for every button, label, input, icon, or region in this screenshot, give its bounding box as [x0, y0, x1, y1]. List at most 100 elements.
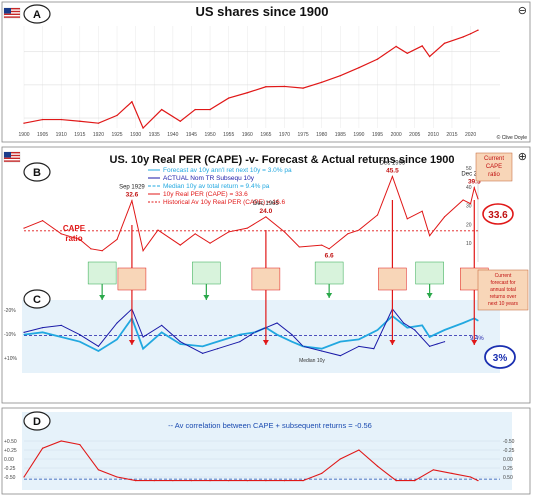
forecast-point — [254, 331, 256, 333]
correlation-point — [190, 480, 193, 482]
panel-a-x-tick: 2005 — [409, 132, 420, 138]
panel-a-point — [265, 86, 267, 88]
cape-point — [209, 242, 211, 244]
cape-point — [321, 244, 323, 246]
correlation-point — [432, 469, 434, 471]
panel-a-point — [246, 92, 248, 94]
panel-a-x-tick: 2020 — [465, 132, 476, 138]
correlation-point — [135, 480, 137, 482]
panel-a-x-tick: 1940 — [167, 132, 178, 138]
panel-a-point — [23, 122, 25, 124]
panel-a-x-tick: 1970 — [279, 132, 290, 138]
cape-point — [194, 233, 196, 235]
panel-c-label: C — [33, 294, 41, 306]
legend-entry: Historical Av 10y Real PER (CAPE) = 16.6 — [163, 199, 286, 206]
panel-a-x-tick: 1900 — [18, 132, 29, 138]
cape-point — [376, 214, 379, 216]
actual-point — [358, 345, 360, 347]
correlation-point — [283, 480, 286, 482]
correlation-point — [451, 472, 453, 474]
actual-point — [42, 327, 44, 329]
panel-a-point — [358, 67, 360, 69]
panel-a-x-tick: 1985 — [335, 132, 346, 138]
forecast-point — [179, 343, 181, 345]
panel-b-line — [23, 175, 479, 252]
forecast-point — [239, 334, 241, 336]
correlation-point — [23, 476, 25, 478]
panel-a-point — [395, 45, 397, 48]
current-forecast-value: 3% — [493, 353, 508, 364]
actual-point — [60, 324, 62, 326]
correlation-point — [358, 449, 360, 451]
actual-point — [339, 355, 341, 357]
current-cape-label-1: Current — [484, 156, 504, 162]
cape-point — [79, 238, 81, 241]
peak-value-label: 6.6 — [325, 253, 334, 260]
cape-point — [42, 220, 44, 222]
panel-a-x-tick: 2010 — [428, 132, 439, 138]
info-circle-icon: ⊖ — [518, 5, 527, 17]
current-forecast-label-4: returns over — [490, 294, 517, 300]
forecast-point — [23, 334, 25, 336]
panel-b-right-tick: 20 — [466, 222, 472, 228]
correlation-point — [395, 480, 397, 482]
panel-a-x-tick: 1945 — [186, 132, 197, 138]
panel-a-point — [302, 87, 304, 89]
forecast-point — [216, 341, 219, 343]
cape-point — [228, 231, 230, 233]
current-cape-circle — [482, 203, 514, 225]
correlation-point — [42, 447, 44, 449]
correlation-point — [376, 465, 379, 467]
correlation-point — [414, 480, 416, 482]
actual-point — [291, 334, 293, 336]
panel-b-label-badge: B — [23, 162, 51, 182]
arrow-callout-box — [117, 267, 147, 291]
peak-date-label: Dec 2021 — [461, 172, 487, 178]
forecast-point — [302, 345, 304, 347]
us-flag-icon — [3, 7, 21, 19]
panel-a-point — [131, 101, 133, 103]
actual-point — [142, 336, 144, 338]
cape-point — [131, 200, 133, 202]
forecast-point — [339, 341, 341, 343]
cape-ratio-label-line1: CAPE — [63, 224, 86, 233]
panel-d-right-tick: -0.25 — [503, 448, 515, 454]
panel-d-right-tick: 0.25 — [503, 466, 513, 472]
panel-a-x-tick: 1920 — [93, 132, 104, 138]
cape-point — [391, 175, 394, 178]
panel-a-x-tick: 1950 — [205, 132, 216, 138]
cape-point — [358, 229, 360, 231]
forecast-series — [23, 314, 479, 353]
actual-point — [373, 348, 375, 350]
reference-lines — [24, 230, 478, 336]
panel-a-x-tick: 1925 — [111, 132, 122, 138]
panel-d-right-tick: -0.50 — [503, 439, 515, 445]
panel-a-point — [209, 108, 211, 111]
forecast-point — [42, 331, 44, 333]
cape-point — [116, 238, 118, 241]
cape-point — [347, 233, 349, 235]
arrow-head — [262, 340, 269, 345]
peak-value-label: 45.5 — [386, 167, 399, 174]
actual-point — [116, 322, 118, 324]
forecast-point — [161, 331, 163, 333]
actual-point — [239, 341, 241, 343]
panel-a-point — [421, 45, 423, 47]
panel-d-legend: -- Av correlation between CAPE + subsequ… — [168, 421, 372, 430]
panel-d-label-badge: D — [23, 411, 51, 431]
panel-a-point — [283, 85, 286, 88]
panel-a-point — [376, 58, 379, 60]
panel-d-label: D — [33, 416, 41, 428]
actual-point — [436, 343, 438, 345]
actual-point — [97, 345, 100, 347]
current-forecast-label-1: Current — [495, 273, 512, 279]
actual-point — [443, 341, 446, 343]
forecast-point — [321, 348, 323, 350]
panel-c-left-tick: -20% — [4, 308, 16, 314]
cape-point — [265, 216, 267, 218]
panel-a-x-tick: 1935 — [149, 132, 160, 138]
arrow-head — [99, 295, 106, 300]
panel-c-left-axis: -20% -10% +10% — [4, 308, 17, 362]
panel-a-credit: © Clive Doyle — [497, 134, 528, 141]
